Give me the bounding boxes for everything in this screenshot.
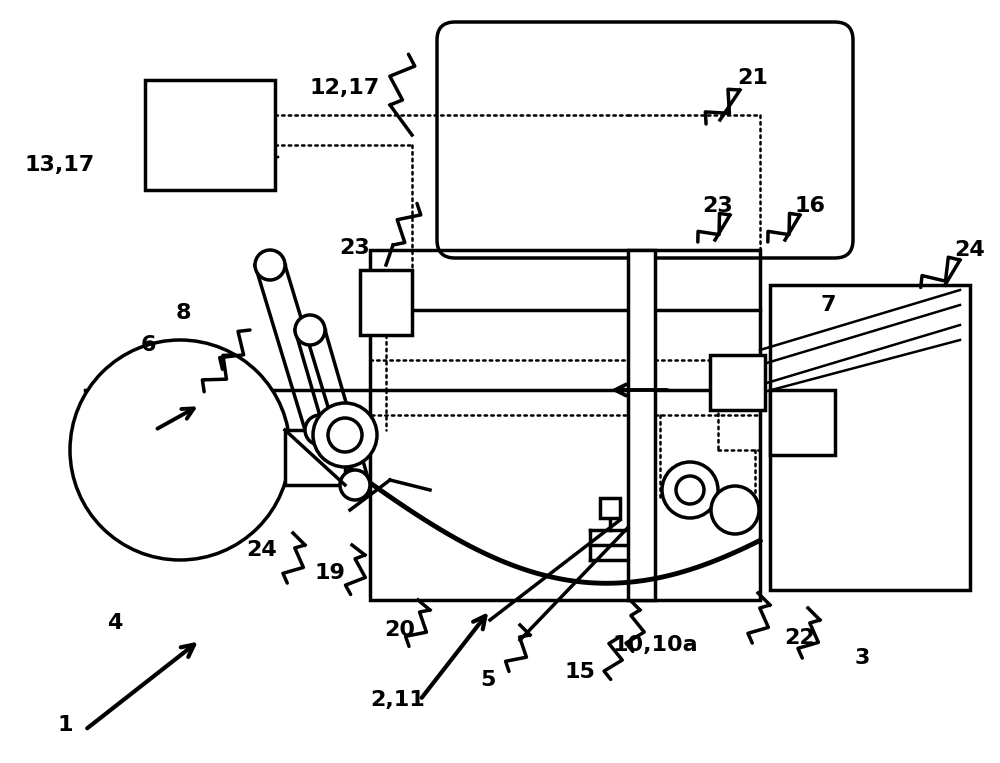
- Bar: [770, 285, 970, 590]
- Bar: [600, 498, 620, 518]
- Bar: [770, 390, 835, 455]
- Text: 21: 21: [738, 68, 768, 88]
- Bar: [360, 270, 412, 335]
- Text: 15: 15: [565, 662, 595, 682]
- Bar: [370, 250, 760, 600]
- Circle shape: [305, 415, 335, 445]
- Text: 10,10a: 10,10a: [612, 635, 698, 655]
- Bar: [285, 430, 345, 485]
- Bar: [628, 250, 655, 600]
- Text: 16: 16: [794, 196, 826, 216]
- Text: 6: 6: [140, 335, 156, 355]
- Text: 19: 19: [315, 563, 345, 583]
- Text: 24: 24: [955, 240, 985, 260]
- Bar: [145, 80, 275, 190]
- Circle shape: [313, 403, 377, 467]
- Text: 23: 23: [340, 238, 370, 258]
- Circle shape: [340, 470, 370, 500]
- Text: 20: 20: [385, 620, 416, 640]
- Text: 23: 23: [703, 196, 733, 216]
- Circle shape: [295, 315, 325, 345]
- Circle shape: [711, 486, 759, 534]
- Text: 12,17: 12,17: [310, 78, 380, 98]
- Text: 5: 5: [480, 670, 496, 690]
- Text: 1: 1: [57, 715, 73, 735]
- Circle shape: [662, 462, 718, 518]
- Text: 2,11: 2,11: [371, 690, 425, 710]
- Text: 13,17: 13,17: [25, 155, 95, 175]
- Bar: [710, 355, 765, 410]
- Text: 7: 7: [820, 295, 836, 315]
- Text: 8: 8: [175, 303, 191, 323]
- Text: 24: 24: [247, 540, 277, 560]
- Circle shape: [255, 250, 285, 280]
- Text: 3: 3: [854, 648, 870, 668]
- Text: 22: 22: [785, 628, 815, 648]
- Text: 4: 4: [107, 613, 123, 633]
- Circle shape: [70, 340, 290, 560]
